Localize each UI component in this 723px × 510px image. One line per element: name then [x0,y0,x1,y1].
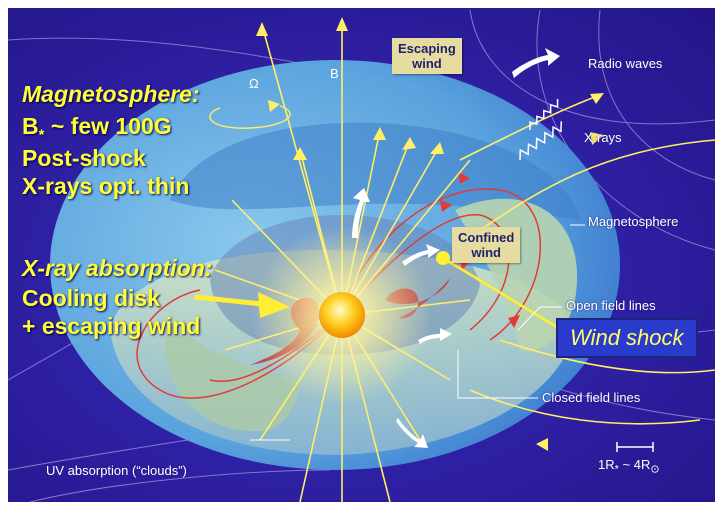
magnetosphere-heading: Magnetosphere: [22,81,200,107]
cooling-disk-label: Cooling disk [22,285,160,311]
magnetosphere-label: Magnetosphere [588,214,679,229]
xrays-thin-label: X-rays opt. thin [22,173,190,199]
x-rays-label: X-rays [584,130,622,145]
leader-lines [250,224,585,441]
wind-shock-pointer [442,256,576,340]
confined-wind-box-line2: wind [471,245,501,260]
star [319,292,365,338]
left-lobe [165,320,300,432]
wind-shock-box: Wind shock [556,318,698,358]
rotation-arrowhead [268,100,280,112]
escaping-wind-label: + escaping wind [22,313,201,339]
closed-field-lines-label: Closed field lines [542,390,641,405]
rotation-swirl [209,105,291,129]
b-field-label: B* ~ few 100G [22,112,172,150]
escaping-wind-box-line1: Escaping [398,41,456,56]
escaping-wind-box-line2: wind [412,56,442,71]
scale-label: 1R* ~ 4R⊙ [598,457,660,476]
upper-shell [170,122,580,220]
absorption-pointer [194,294,263,307]
yellow-arrowheads [256,17,604,451]
absorption-heading: X-ray absorption: [22,255,213,281]
radio-waves-label: Radio waves [588,56,663,71]
uv-absorption-label: UV absorption (“clouds”) [46,463,187,478]
emission-waves [519,99,563,161]
confined-wind-box-line1: Confined [458,230,515,245]
escaping-wind-box: Escaping wind [392,38,462,74]
post-shock-label: Post-shock [22,145,146,171]
b-field-subscript: * [38,126,45,144]
b-field-value: ~ few 100G [44,113,172,139]
confined-wind-box: Confined wind [452,227,521,263]
omega-axis-label: Ω [249,76,259,91]
scale-bar [616,442,654,452]
scale-star-sub: * [614,463,619,476]
open-field-lines-label: Open field lines [566,298,656,313]
confined-wind-marker [436,251,450,265]
scale-middle: ~ 4R [618,457,651,472]
b-axis-label: B [330,66,339,81]
scale-prefix: 1R [598,457,615,472]
b-field-prefix: B [22,113,39,139]
scale-sun-sub: ⊙ [650,463,660,476]
absorption-pointer-head [258,292,290,318]
